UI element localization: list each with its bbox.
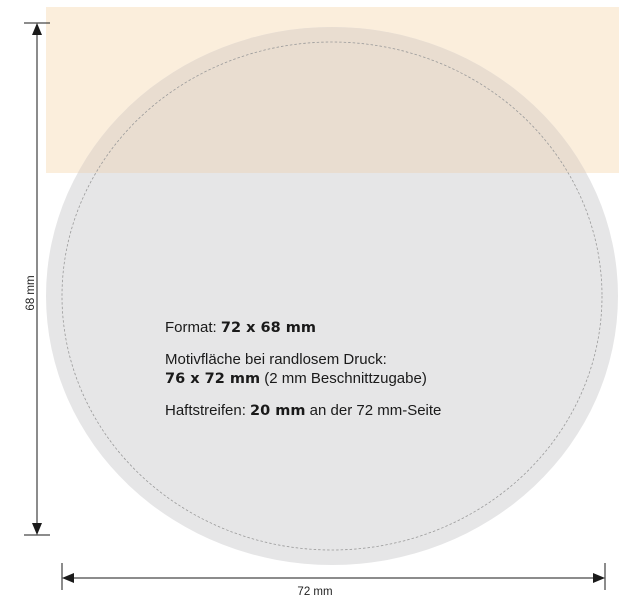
motif-line: Motivfläche bei randlosem Druck:: [165, 350, 565, 369]
adhesive-note: an der 72 mm-Seite: [309, 402, 442, 419]
spec-text: Format: 72 x 68 mm Motivfläche bei randl…: [165, 318, 565, 421]
motif-value-line: 76 x 72 mm (2 mm Beschnittzugabe): [165, 369, 565, 389]
height-label: 68 mm: [25, 275, 37, 311]
format-label: Format:: [165, 319, 217, 336]
adhesive-line: Haftstreifen: 20 mm an der 72 mm-Seite: [165, 401, 565, 421]
format-value: 72 x 68 mm: [220, 320, 316, 336]
motif-value: 76 x 72 mm: [165, 371, 261, 387]
motif-note: (2 mm Beschnittzugabe): [264, 370, 427, 387]
adhesive-label: Haftstreifen:: [165, 402, 246, 419]
width-label: 72 mm: [297, 586, 333, 598]
format-line: Format: 72 x 68 mm: [165, 318, 565, 338]
motif-label: Motivfläche bei randlosem Druck:: [165, 351, 387, 368]
adhesive-value: 20 mm: [250, 403, 306, 419]
cut-line: [61, 41, 603, 551]
